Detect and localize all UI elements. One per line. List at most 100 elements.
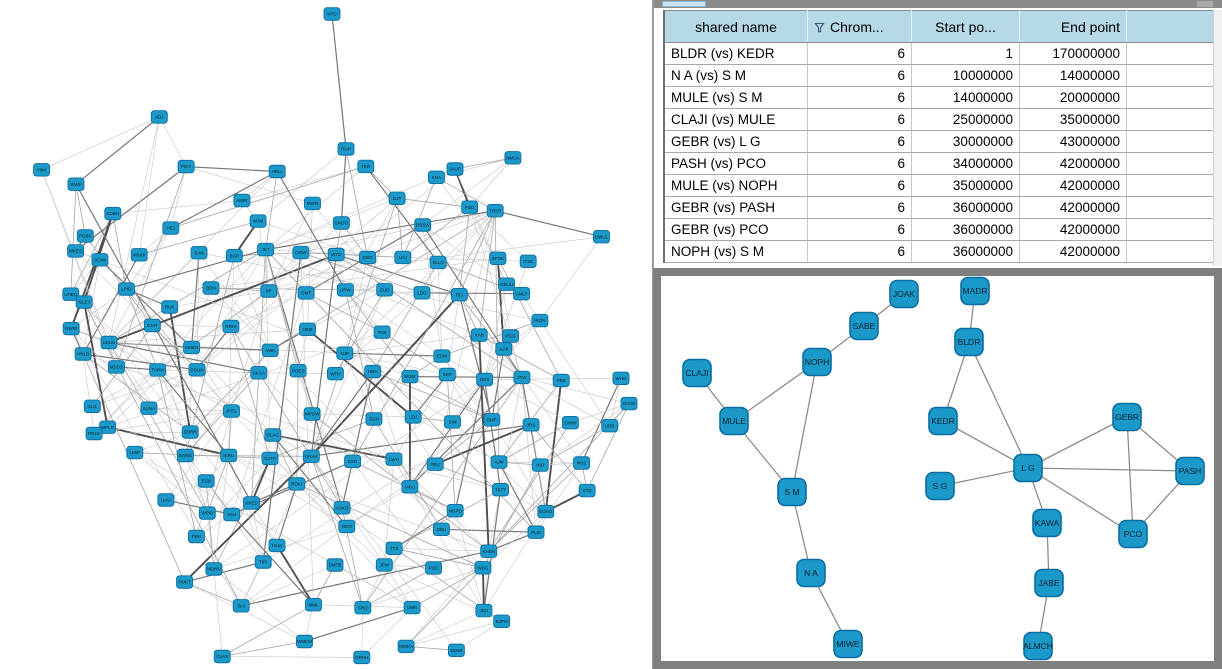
network-node[interactable]: JOAK <box>889 279 919 309</box>
network-node[interactable]: RRHI <box>222 319 240 334</box>
table-cell[interactable]: 9.9 <box>1126 240 1222 263</box>
table-cell[interactable]: 36000000 <box>911 240 1020 263</box>
network-node[interactable]: MWKA <box>397 639 415 654</box>
table-cell[interactable]: 14000000 <box>911 86 1020 109</box>
network-node[interactable]: DOS <box>476 372 494 387</box>
network-node[interactable]: ROIU <box>288 477 306 491</box>
table-cell[interactable]: 6 <box>807 86 912 109</box>
network-node[interactable]: KNA <box>427 170 445 185</box>
network-node[interactable]: INO <box>531 458 549 472</box>
table-cell[interactable]: NOPH (vs) S M <box>664 240 808 263</box>
network-node[interactable]: PUD <box>425 561 443 575</box>
network-node[interactable]: OJTP <box>261 451 279 466</box>
network-node[interactable]: MGM <box>401 369 419 384</box>
network-node[interactable]: LDG <box>413 286 431 300</box>
network-node[interactable]: GUH <box>365 412 383 426</box>
network-node[interactable]: UDB <box>601 419 619 433</box>
network-node[interactable]: RUH <box>337 142 355 156</box>
network-node[interactable]: GLEJ <box>75 295 93 309</box>
network-node[interactable]: GOIW <box>91 253 109 267</box>
network-node[interactable]: DBU <box>432 522 450 536</box>
network-node[interactable]: IERU <box>220 448 238 463</box>
network-node[interactable]: SUNA <box>140 401 158 415</box>
network-node[interactable]: DJT <box>388 191 406 206</box>
table-vertical-scrollbar[interactable] <box>1213 10 1222 266</box>
network-node[interactable]: KAB <box>470 328 488 342</box>
network-node[interactable]: KPD <box>323 7 341 21</box>
table-cell[interactable]: 20000000 <box>1019 86 1127 109</box>
table-cell[interactable]: 35000000 <box>911 174 1020 197</box>
network-node[interactable]: DWUL <box>593 229 610 244</box>
network-node[interactable]: S G <box>925 471 955 501</box>
network-node[interactable]: KDBH <box>104 206 122 221</box>
network-node[interactable]: JTW <box>513 370 531 385</box>
table-cell[interactable]: 14000000 <box>1019 64 1127 87</box>
table-cell[interactable]: 34000000 <box>911 152 1020 175</box>
table-cell[interactable]: 6 <box>807 42 912 65</box>
network-node[interactable]: SABE <box>849 311 879 341</box>
network-node[interactable]: JRS <box>522 418 540 432</box>
network-node[interactable]: KAWA <box>1032 508 1062 538</box>
network-node[interactable]: GRHH <box>353 650 371 665</box>
network-node[interactable]: OLAG <box>264 428 282 442</box>
table-cell[interactable]: CLAJI (vs) MULE <box>664 108 808 131</box>
table-row[interactable]: MULE (vs) NOPH6350000004200000010.5 <box>664 174 1222 197</box>
network-node[interactable]: SENR <box>447 643 465 657</box>
table-row[interactable]: N A (vs) S M610000000140000006.6 <box>664 64 1222 87</box>
table-cell[interactable]: 6 <box>807 196 912 219</box>
network-node[interactable]: JABE <box>1034 568 1064 598</box>
network-node[interactable]: JPW <box>375 558 393 572</box>
network-node[interactable]: KKAA <box>250 366 268 380</box>
table-cell[interactable]: 7.5 <box>1126 86 1222 109</box>
network-node[interactable]: HLM <box>268 538 286 553</box>
network-node[interactable]: TNS <box>373 325 391 339</box>
network-node[interactable]: LHJ <box>394 250 412 265</box>
table-cell[interactable]: GEBR (vs) PASH <box>664 196 808 219</box>
network-node[interactable]: AJM <box>490 455 508 469</box>
network-node[interactable]: BMP <box>483 413 501 427</box>
network-node[interactable]: REJ <box>426 457 444 471</box>
network-node[interactable]: SLLO <box>429 255 447 270</box>
network-node[interactable]: LDJ <box>404 410 422 424</box>
table-cell[interactable]: GEBR (vs) L G <box>664 130 808 153</box>
network-node[interactable]: GLIL <box>83 399 101 413</box>
network-node[interactable]: UAU <box>157 493 175 507</box>
table-cell[interactable]: BLDR (vs) KEDR <box>664 42 808 65</box>
network-node[interactable]: ALMCH <box>1023 631 1053 661</box>
network-node[interactable]: NOO <box>338 519 356 534</box>
network-node[interactable]: SAN <box>190 245 208 260</box>
network-node[interactable]: WPIB <box>198 506 216 520</box>
table-cell[interactable]: MULE (vs) S M <box>664 86 808 109</box>
table-row[interactable]: GEBR (vs) PCO636000000420000008.4 <box>664 218 1222 241</box>
network-node[interactable]: L G <box>1013 453 1043 483</box>
network-node[interactable]: MSOS <box>107 360 125 374</box>
table-cell[interactable]: 6 <box>807 174 912 197</box>
network-node[interactable]: PASH <box>1175 456 1205 486</box>
table-cell[interactable]: 6.6 <box>1126 64 1222 87</box>
network-node[interactable]: PLEI <box>527 525 545 539</box>
network-node[interactable]: LPID <box>117 282 135 296</box>
table-cell[interactable]: 11.4 <box>1126 152 1222 175</box>
network-node[interactable]: JKT <box>257 242 275 257</box>
table-cell[interactable]: 10000000 <box>911 64 1020 87</box>
network-node[interactable]: NWRI <box>62 321 80 336</box>
network-node[interactable]: ESD <box>344 454 362 468</box>
network-node[interactable]: IIP <box>260 284 278 298</box>
network-node[interactable]: OMT <box>297 286 315 300</box>
filter-icon[interactable] <box>814 22 825 33</box>
network-node[interactable]: WTD <box>327 247 345 262</box>
table-cell[interactable]: 43000000 <box>1019 130 1127 153</box>
table-cell[interactable]: 6 <box>807 108 912 131</box>
network-node[interactable]: OWW <box>561 416 579 430</box>
network-node[interactable]: MSKP <box>130 248 148 262</box>
network-node[interactable]: PGBK <box>76 229 94 243</box>
table-cell[interactable]: N A (vs) S M <box>664 64 808 87</box>
network-node[interactable]: JEU <box>475 603 493 618</box>
table-cell[interactable]: 42000000 <box>1019 196 1127 219</box>
network-node[interactable]: MDNN <box>205 562 223 576</box>
network-node[interactable]: TIPI <box>254 555 272 569</box>
network-node[interactable]: KEDR <box>928 406 958 436</box>
network-node[interactable]: EJAT <box>143 318 161 333</box>
column-header-chrom[interactable]: Chrom... <box>807 10 912 43</box>
network-node[interactable]: HRLL <box>268 164 286 179</box>
